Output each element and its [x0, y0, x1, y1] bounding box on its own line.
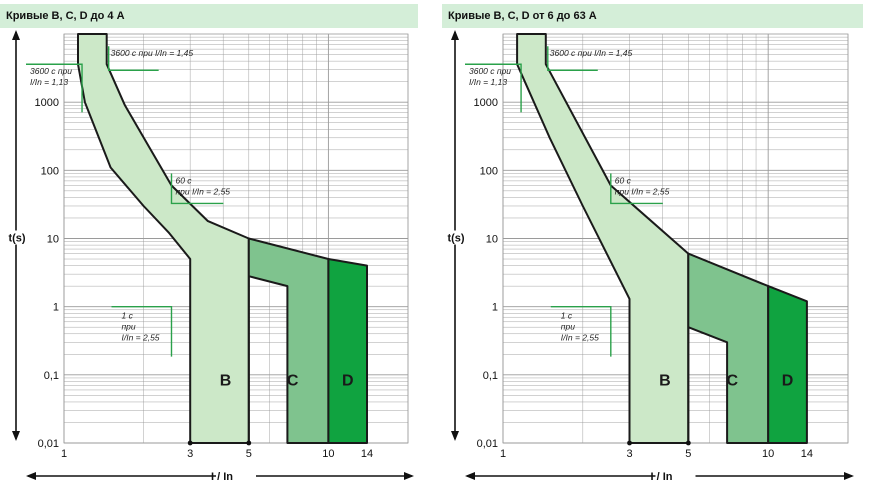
- x-axis-label: I / In: [211, 471, 233, 483]
- y-axis-arrowhead-up: [451, 30, 459, 40]
- band-b: [516, 33, 690, 444]
- y-axis-arrowhead-down: [451, 431, 459, 441]
- x-tick-label: 5: [246, 448, 252, 460]
- annotation-text-3b: при I/In = 2,55: [615, 186, 670, 196]
- x-tick-dot: [187, 440, 193, 446]
- x-tick-label: 1: [61, 448, 67, 460]
- annotation-leader-3: [610, 173, 663, 205]
- x-tick-label: 14: [361, 448, 373, 460]
- y-tick-label: 10: [486, 234, 498, 246]
- annotation-text-2b: I/In = 1,13: [30, 77, 68, 87]
- y-tick-label: 1: [492, 302, 498, 314]
- annotation-text-2a: 3600 с при: [30, 66, 72, 76]
- x-tick-label: 14: [801, 448, 813, 460]
- annotation-leader-2: [465, 63, 522, 113]
- y-axis-label: t(s): [8, 233, 25, 245]
- band-c: [687, 252, 770, 444]
- x-axis-arrowhead-right: [404, 472, 414, 480]
- band-d-label: D: [782, 372, 794, 389]
- annotation-text-4c: I/In = 2,55: [121, 333, 159, 343]
- y-axis-label-bg: [6, 230, 28, 245]
- y-tick-label: 0,1: [483, 370, 498, 382]
- chart-title-left: Кривые B, C, D до 4 А: [0, 4, 418, 28]
- y-tick-label: 0,1: [44, 370, 59, 382]
- y-axis-arrowhead-up: [12, 30, 20, 40]
- y-tick-label: 0,01: [477, 438, 498, 450]
- y-axis-arrowhead-down: [12, 431, 20, 441]
- annotation-text-4b: при: [121, 322, 135, 332]
- annotation-text-3a: 60 с: [615, 175, 632, 185]
- x-axis-label-bg: [655, 468, 696, 482]
- x-tick-dot: [685, 440, 691, 446]
- x-tick-label: 1: [500, 448, 506, 460]
- x-axis-arrowhead-left: [465, 472, 475, 480]
- x-tick-label: 3: [626, 448, 632, 460]
- band-b-label: B: [659, 372, 671, 389]
- x-tick-label: 10: [762, 448, 774, 460]
- chart-title-right: Кривые B, C, D от 6 до 63 А: [442, 4, 863, 28]
- annotation-text-4c: I/In = 2,55: [561, 333, 599, 343]
- band-d: [327, 258, 368, 444]
- y-tick-label: 10: [47, 234, 59, 246]
- annotation-leader-1: [547, 46, 598, 71]
- band-c: [247, 237, 330, 444]
- x-axis-arrowhead-left: [26, 472, 36, 480]
- annotation-text-3b: при I/In = 2,55: [175, 186, 230, 196]
- x-tick-label: 10: [322, 448, 334, 460]
- annotation-leader-4: [550, 305, 612, 357]
- annotation-leader-2: [26, 63, 83, 113]
- annotation-text-4a: 1 с: [561, 311, 573, 321]
- band-d: [767, 285, 808, 444]
- annotation-text-4b: при: [561, 322, 575, 332]
- band-b: [77, 33, 250, 444]
- band-c-label: C: [287, 372, 299, 389]
- y-axis-label-bg: [445, 230, 467, 245]
- band-d-label: D: [342, 372, 354, 389]
- x-tick-dot: [246, 440, 252, 446]
- x-tick-dot: [627, 440, 632, 446]
- y-tick-label: 1000: [474, 97, 498, 109]
- x-tick-label: 5: [685, 448, 691, 460]
- annotation-leader-4: [111, 305, 173, 357]
- annotation-leader-3: [170, 173, 224, 205]
- annotation-text-3a: 60 с: [175, 175, 192, 185]
- annotation-leader-1: [107, 46, 159, 71]
- y-tick-label: 1000: [35, 97, 59, 109]
- x-axis-label-bg: [216, 468, 256, 482]
- y-tick-label: 1: [53, 302, 59, 314]
- x-axis-arrowhead-right: [844, 472, 854, 480]
- band-c-label: C: [726, 372, 738, 389]
- annotation-text-2b: I/In = 1,13: [469, 77, 507, 87]
- y-tick-label: 0,01: [38, 438, 59, 450]
- band-b-label: B: [220, 372, 232, 389]
- annotation-text-4a: 1 с: [121, 311, 133, 321]
- annotation-text-2a: 3600 с при: [469, 66, 511, 76]
- x-axis-label: I / In: [651, 471, 673, 483]
- y-tick-label: 100: [480, 165, 498, 177]
- y-tick-label: 100: [41, 165, 59, 177]
- annotation-text-1: 3600 с при I/In = 1,45: [550, 48, 633, 58]
- y-axis-label: t(s): [447, 233, 464, 245]
- x-tick-label: 3: [187, 448, 193, 460]
- annotation-text-1: 3600 с при I/In = 1,45: [111, 48, 194, 58]
